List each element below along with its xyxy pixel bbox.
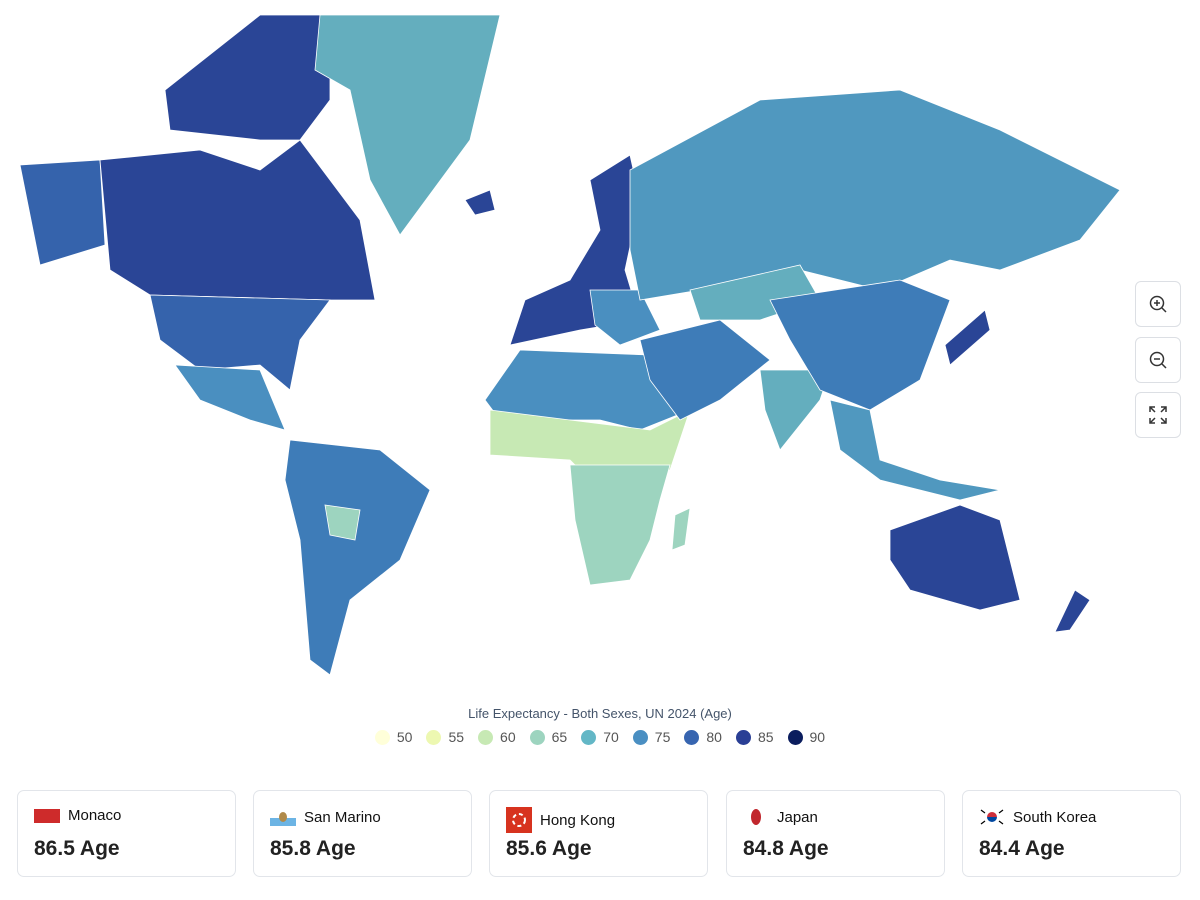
world-map [19,14,1121,676]
country-card[interactable]: Monaco 86.5 Age [17,790,236,877]
country-name: San Marino [304,808,381,826]
zoom-in-button[interactable] [1135,281,1181,327]
flag [34,808,60,823]
legend-swatch [684,729,700,745]
legend-item: 75 [632,729,671,745]
legend-item: 90 [787,729,826,745]
legend-item: 50 [374,729,413,745]
legend-label: 55 [448,729,465,745]
country-card[interactable]: South Korea 84.4 Age [962,790,1181,877]
region [569,464,671,586]
country-name: Hong Kong [540,811,616,829]
country-card[interactable]: San Marino 85.8 Age [253,790,472,877]
legend-swatch [581,729,597,745]
region [769,279,951,411]
card-header: South Korea [979,807,1096,827]
legend-item: 65 [529,729,568,745]
card-header: Japan [743,807,818,827]
legend-title: Life Expectancy - Both Sexes, UN 2024 (A… [468,706,732,721]
legend-item: 85 [735,729,774,745]
country-card[interactable]: Japan 84.8 Age [726,790,945,877]
flag [270,810,296,826]
zoom-in-icon [1149,295,1167,313]
legend-swatch [374,729,390,745]
legend-label: 50 [396,729,413,745]
legend-swatch [632,729,648,745]
legend-items: 50 55 60 65 70 75 80 85 90 [0,729,1200,745]
region [944,309,991,366]
region [19,159,106,266]
card-header: San Marino [270,807,381,827]
legend: Life Expectancy - Both Sexes, UN 2024 (A… [0,706,1200,745]
fullscreen-button[interactable] [1135,392,1181,438]
legend-item: 80 [684,729,722,745]
legend-swatch [529,729,545,745]
region [324,504,361,541]
country-name: South Korea [1013,808,1097,826]
region [99,139,376,301]
region [174,364,286,431]
country-value: 85.8 Age [270,837,356,860]
region [314,14,501,236]
legend-item: 70 [581,729,619,745]
legend-swatch [426,729,442,745]
country-card[interactable]: Hong Kong 85.6 Age [489,790,708,877]
flag [506,807,532,833]
legend-label: 85 [757,729,774,745]
legend-swatch [787,729,803,745]
region [589,289,661,346]
country-value: 85.6 Age [506,837,592,860]
legend-label: 70 [603,729,619,745]
card-header: Monaco [34,807,121,824]
region [671,507,691,551]
region [639,319,771,421]
zoom-out-button[interactable] [1135,337,1181,383]
country-name: Japan [777,808,818,826]
legend-swatch [735,729,751,745]
legend-swatch [478,729,494,745]
region [629,89,1121,301]
region [164,14,331,141]
country-name: Monaco [68,807,122,824]
country-value: 86.5 Age [34,837,120,860]
region [889,504,1021,611]
legend-label: 90 [809,729,826,745]
region [829,399,1001,501]
card-header: Hong Kong [506,807,615,833]
region [284,439,431,676]
legend-label: 60 [500,729,516,745]
region [464,189,496,216]
fullscreen-icon [1149,406,1167,424]
legend-item: 55 [426,729,464,745]
legend-label: 75 [654,729,671,745]
legend-label: 80 [706,729,722,745]
region [1054,589,1091,633]
country-value: 84.8 Age [743,837,829,860]
flag [979,807,1005,827]
zoom-out-icon [1149,351,1167,369]
legend-item: 60 [478,729,516,745]
country-value: 84.4 Age [979,837,1065,860]
flag [743,807,769,827]
legend-label: 65 [551,729,568,745]
